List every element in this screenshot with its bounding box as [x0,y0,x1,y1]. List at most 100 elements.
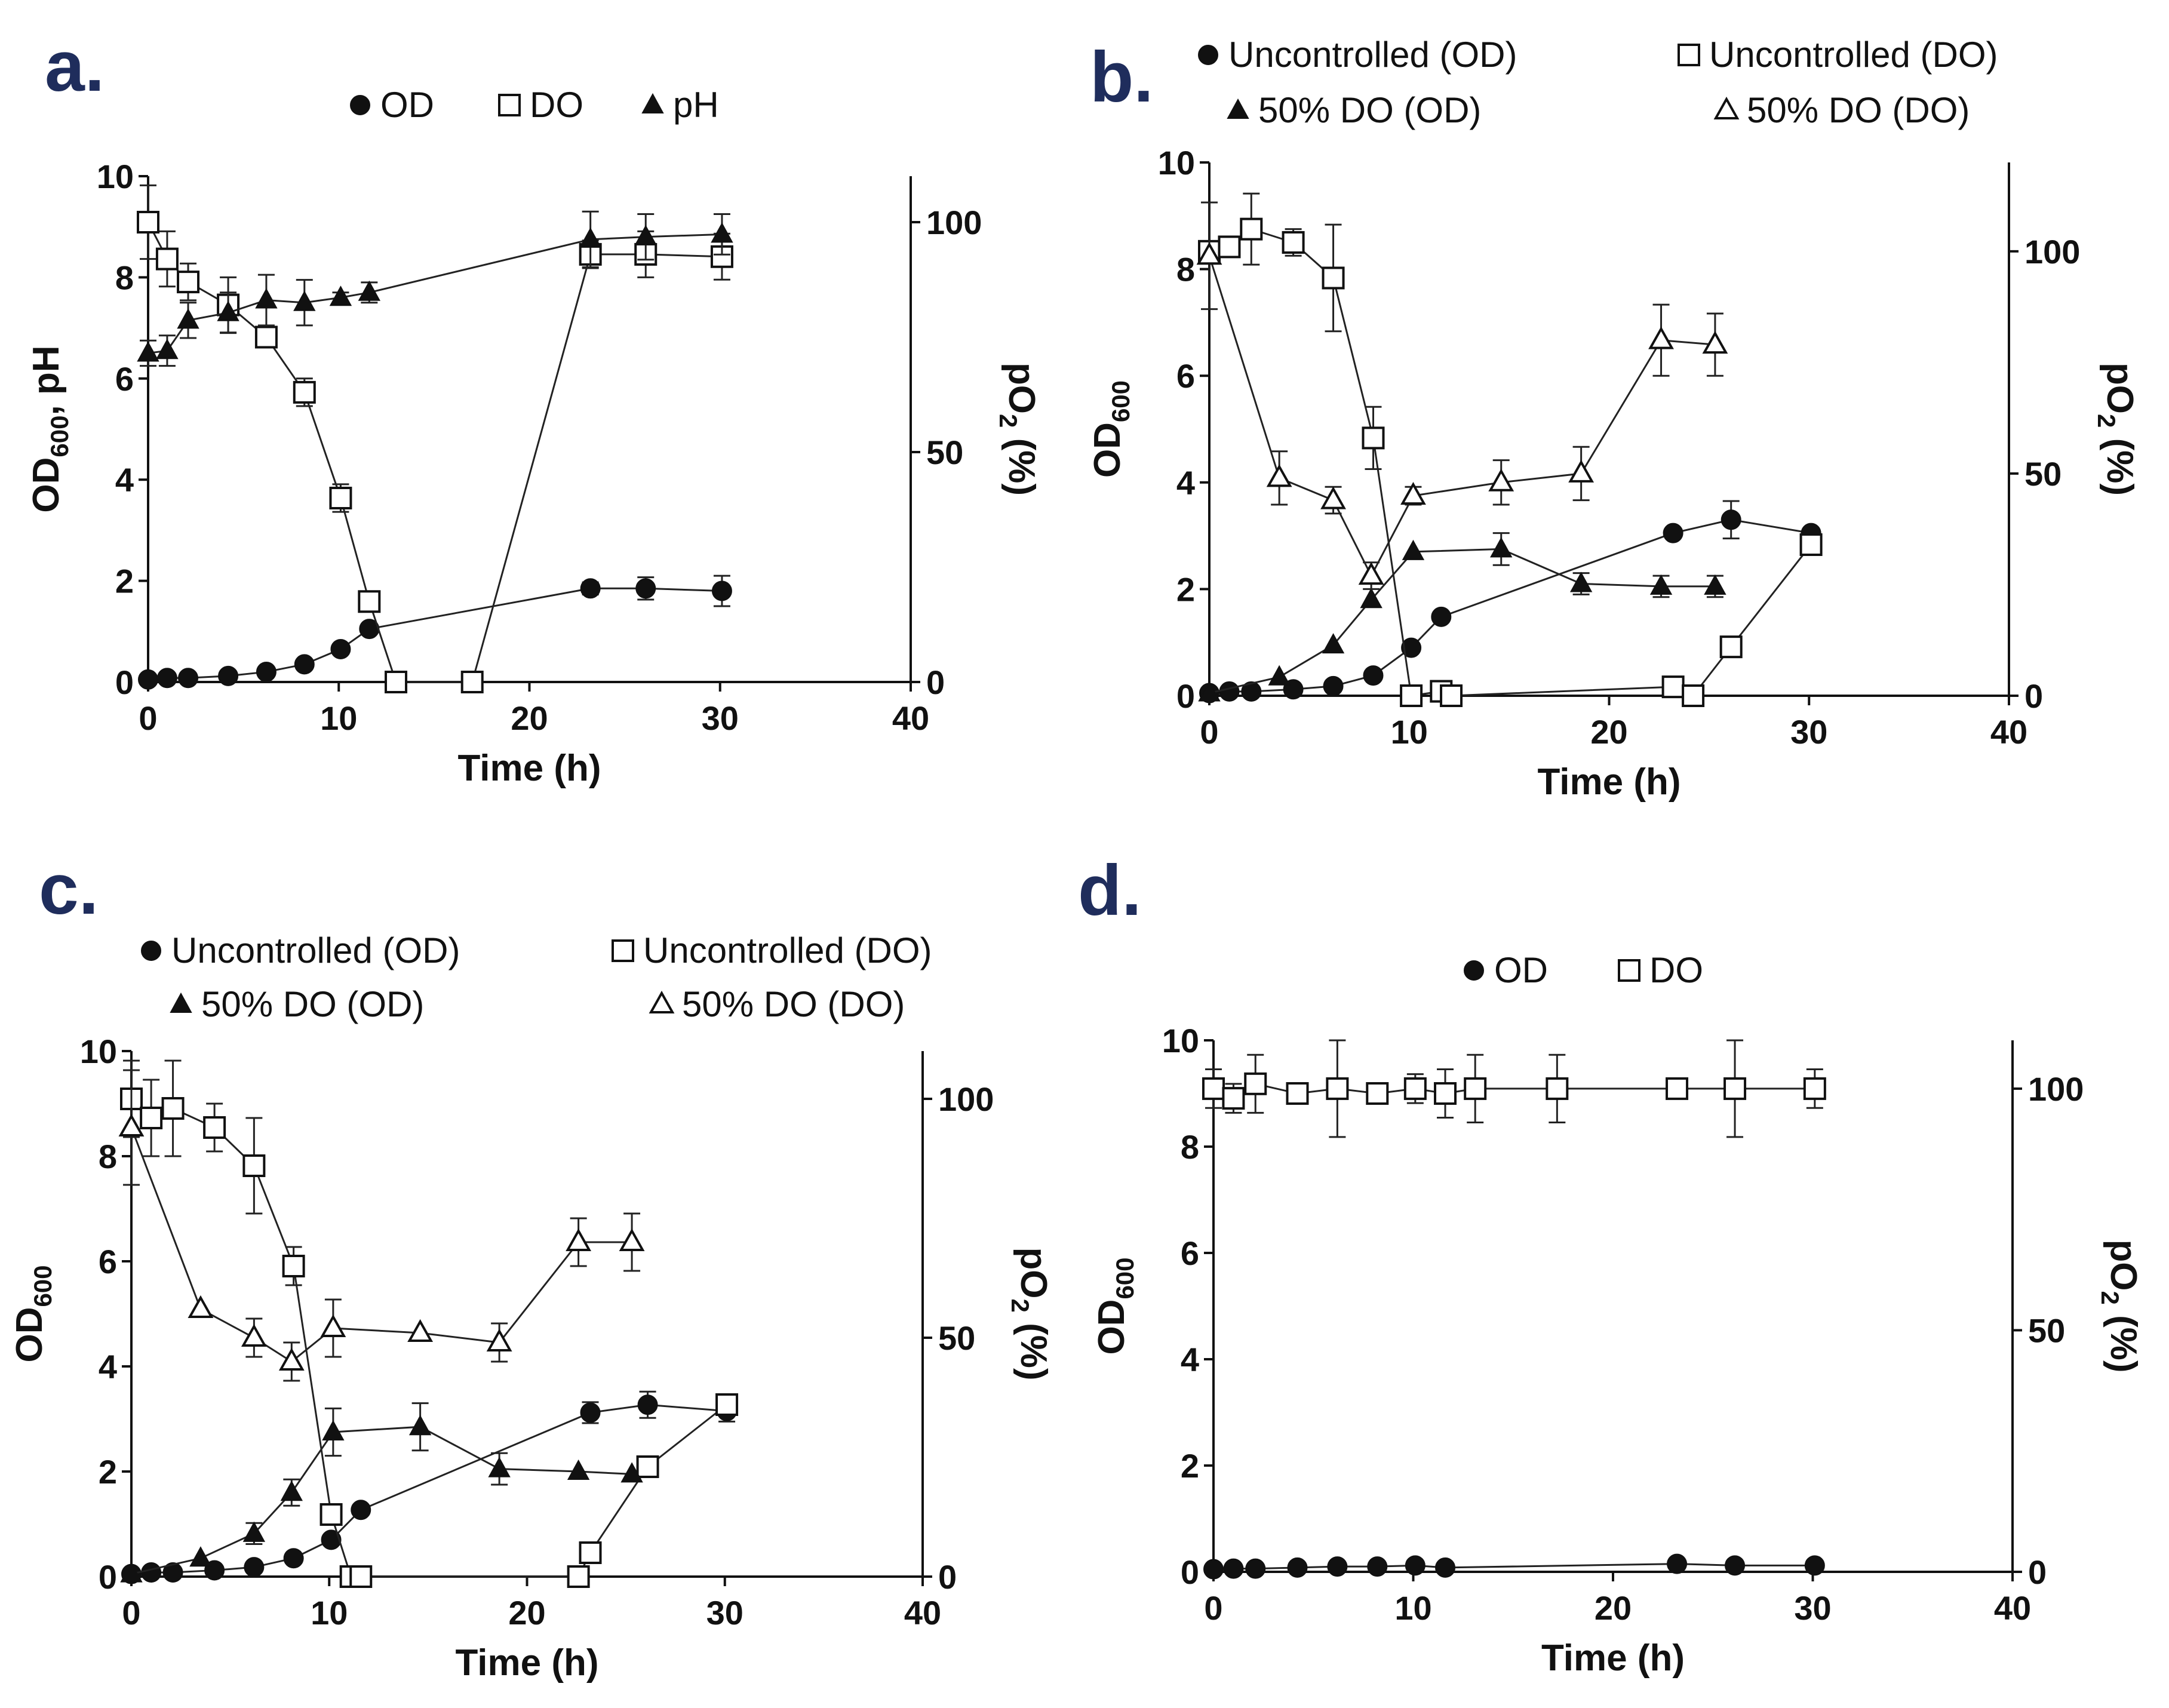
chart-d-series-1-point [1366,1082,1389,1105]
chart-d-series-1-point [1803,1077,1826,1100]
chart-c-x-tick-label: 10 [311,1594,348,1632]
chart-b-series-1-point [1322,266,1345,290]
chart-d-legend-marker [1464,960,1484,981]
chart-a-series-1-point [254,325,278,349]
chart-a-series-2-point [358,280,381,301]
chart-b-x-tick-label: 20 [1590,713,1627,751]
chart-a-panel-label: a. [45,26,105,106]
chart-c-legend-label: Uncontrolled (DO) [643,930,932,970]
chart-d-x-tick-label: 20 [1595,1589,1632,1627]
chart-b-series-3-point [1648,326,1674,349]
chart-c-legend-marker [170,992,192,1013]
chart-d-x-tick-label: 40 [1994,1589,2031,1627]
chart-d-y2-axis-title-main: pO [2103,1239,2144,1291]
chart-a-y2-axis-title-suffix: (%) [1001,428,1042,496]
chart-b-y2-tick-label: 100 [2024,233,2080,271]
chart-b-series-2-point [1198,681,1221,702]
chart-b-legend-item: Uncontrolled (OD) [1198,35,1517,75]
chart-d-y2-axis-title-suffix: (%) [2103,1305,2144,1373]
chart-d-y-axis-title: OD600 [1091,1257,1139,1354]
chart-b-series-0-point [1663,523,1683,543]
chart-c-series-0-point [637,1394,658,1415]
chart-b-series-0-point [1363,665,1384,686]
chart-c-panel-label: c. [39,849,99,929]
chart-d-series-1-point [1286,1082,1309,1105]
chart-b-series-0 [1199,500,1821,704]
chart-b-series-3-point [1400,482,1426,505]
chart-d-x-axis-title: Time (h) [1541,1638,1685,1679]
chart-d-series-1-point [1244,1072,1267,1095]
chart-b-x-tick-label: 10 [1391,713,1428,751]
chart-c-y2-tick-label: 100 [938,1080,994,1118]
chart-b-series-1-point [1719,635,1743,659]
chart-a-x-axis-title: Time (h) [458,748,601,789]
chart-a-series-2-point [711,222,733,243]
chart-d-series-0-point [1435,1557,1456,1578]
chart-c-y-tick-label: 2 [99,1453,117,1491]
chart-b-series-3-point [1196,242,1222,265]
chart-b-legend-marker [1678,44,1700,66]
chart-c-series-3-point [407,1319,434,1342]
chart-b-series-1-point [1661,675,1685,699]
chart-d-y2-axis-title: pO2 (%) [2096,1239,2144,1372]
chart-d-series-0 [1203,1553,1825,1580]
chart-b-series-1-point [1682,684,1705,707]
chart-c-y2-axis-title: pO2 (%) [1006,1247,1054,1380]
chart-c-x-tick-label: 30 [706,1594,744,1632]
chart-c-legend-item: Uncontrolled (OD) [141,930,460,970]
chart-a-series-1-point [385,671,408,693]
chart-b-series-3-point [1488,468,1514,491]
chart-a-legend-marker [498,94,521,116]
chart-c-y-axis-title-sub: 600 [29,1265,57,1307]
chart-b-series-3-point [1702,331,1728,354]
chart-c-series-1-point [161,1097,185,1120]
chart-a-series-0-point [580,578,601,599]
chart-c-legend-marker [612,939,634,962]
chart-a-legend-item: pH [641,85,719,125]
chart-b-legend-marker [1227,98,1249,119]
chart-b-y-tick-label: 2 [1176,570,1195,608]
chart-d-legend-label: DO [1649,950,1703,990]
chart-b-legend-label: Uncontrolled (DO) [1709,35,1998,75]
chart-b-series-1-line [1209,228,1812,697]
chart-d-legend-item: DO [1618,950,1703,990]
chart-c-series-2-point [567,1459,590,1480]
chart-a-series-2-point [579,227,602,248]
chart-a-y2-axis-title-sub: 2 [994,414,1022,428]
chart-b-y-tick-label: 6 [1176,357,1195,395]
chart-c-legend-label: Uncontrolled (OD) [171,930,460,970]
chart-b-legend-marker [1713,96,1740,119]
chart-b-series-3 [1196,201,1728,590]
chart-c-series-2 [120,1402,643,1583]
chart-b-series-2-point [1569,572,1593,592]
chart-d-series-1-point [1723,1077,1747,1100]
chart-b-x-tick-label: 0 [1200,713,1218,751]
chart-b-y2-axis-title-sub: 2 [2093,414,2121,428]
chart-b-x-tick-label: 40 [1990,713,2027,751]
chart-d-legend: OD DO [1464,950,1703,990]
chart-d-y-tick-label: 6 [1181,1234,1199,1272]
chart-c-y2-axis-title-main: pO [1013,1247,1054,1298]
chart-b-series-0-point [1721,509,1741,530]
chart-d-y2-tick-label: 50 [2028,1311,2065,1349]
chart-c-legend-item: 50% DO (DO) [649,984,905,1024]
chart-c-legend-item: Uncontrolled (DO) [612,930,932,970]
chart-a-series-2-point [156,339,179,360]
chart-b-y-tick-label: 0 [1176,677,1195,715]
chart-c-y-tick-label: 6 [99,1243,117,1280]
chart-c-series-2-point [242,1521,266,1542]
chart-c-y-tick-label: 4 [99,1348,117,1386]
chart-c-series-0-point [244,1557,265,1578]
chart-d-y-tick-label: 4 [1181,1341,1199,1378]
chart-b-y2-axis-title: pO2 (%) [2093,363,2140,496]
chart-a-series-0-point [156,668,177,689]
chart-b-legend-label: Uncontrolled (OD) [1228,35,1517,75]
chart-a-series-0-point [218,665,239,686]
chart-a-legend-label: OD [380,85,434,125]
chart-b-legend-item: 50% DO (DO) [1713,90,1970,130]
chart-a-legend-marker [350,95,370,115]
